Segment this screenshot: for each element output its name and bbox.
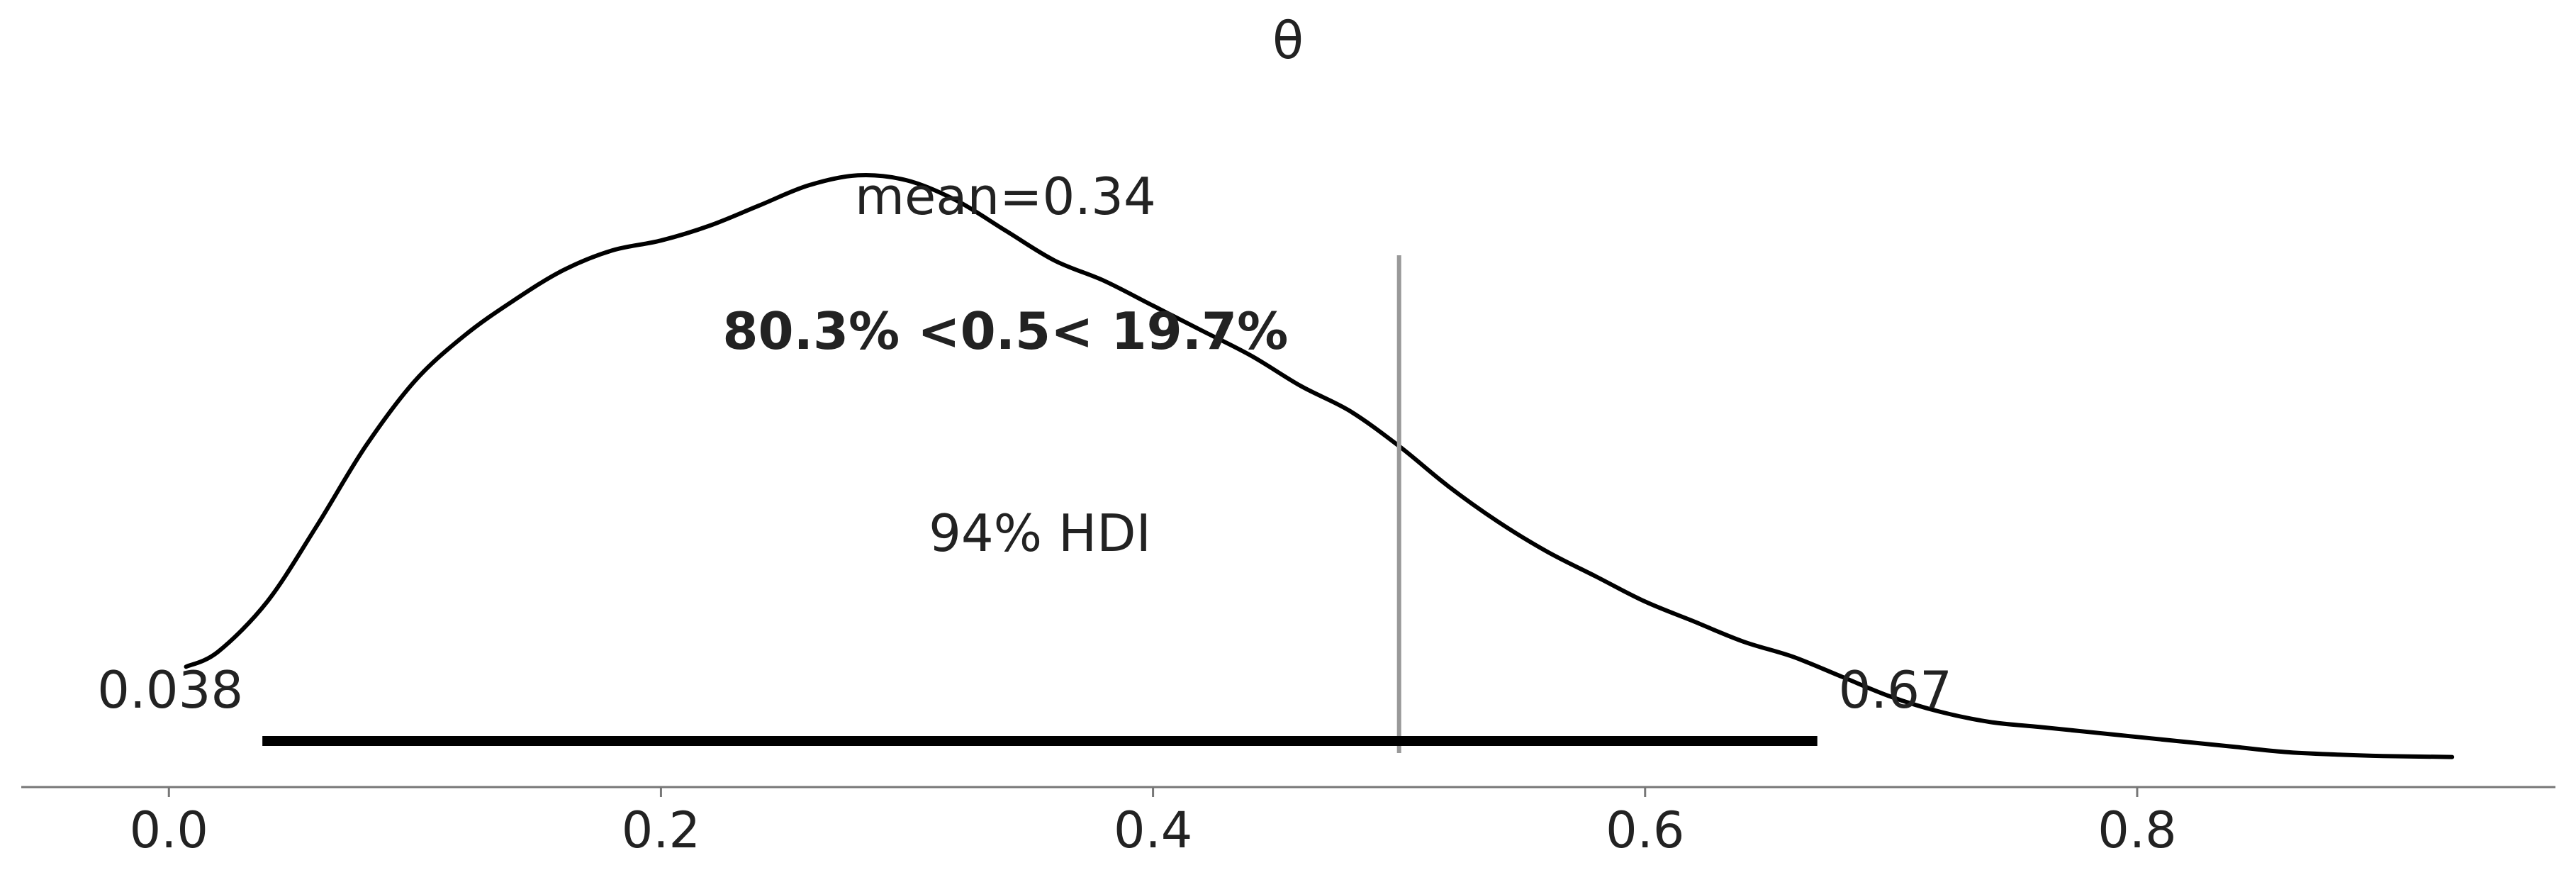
hdi-low-label: 0.038: [97, 660, 243, 720]
x-tick-label: 0.0: [130, 801, 208, 859]
x-axis-ticks: 0.0 0.2 0.4 0.6 0.8: [130, 787, 2177, 859]
mean-label: mean=0.34: [855, 167, 1156, 226]
x-tick-label: 0.8: [2098, 801, 2176, 859]
hdi-label: 94% HDI: [929, 503, 1151, 563]
x-tick-label: 0.2: [622, 801, 700, 859]
hdi-high-label: 0.67: [1839, 660, 1952, 720]
x-tick-label: 0.6: [1606, 801, 1684, 859]
x-tick-label: 0.4: [1114, 801, 1192, 859]
density-curve: [184, 173, 2455, 759]
chart-title: θ: [1272, 11, 1304, 70]
reference-label: 80.3% <0.5< 19.7%: [722, 301, 1288, 361]
